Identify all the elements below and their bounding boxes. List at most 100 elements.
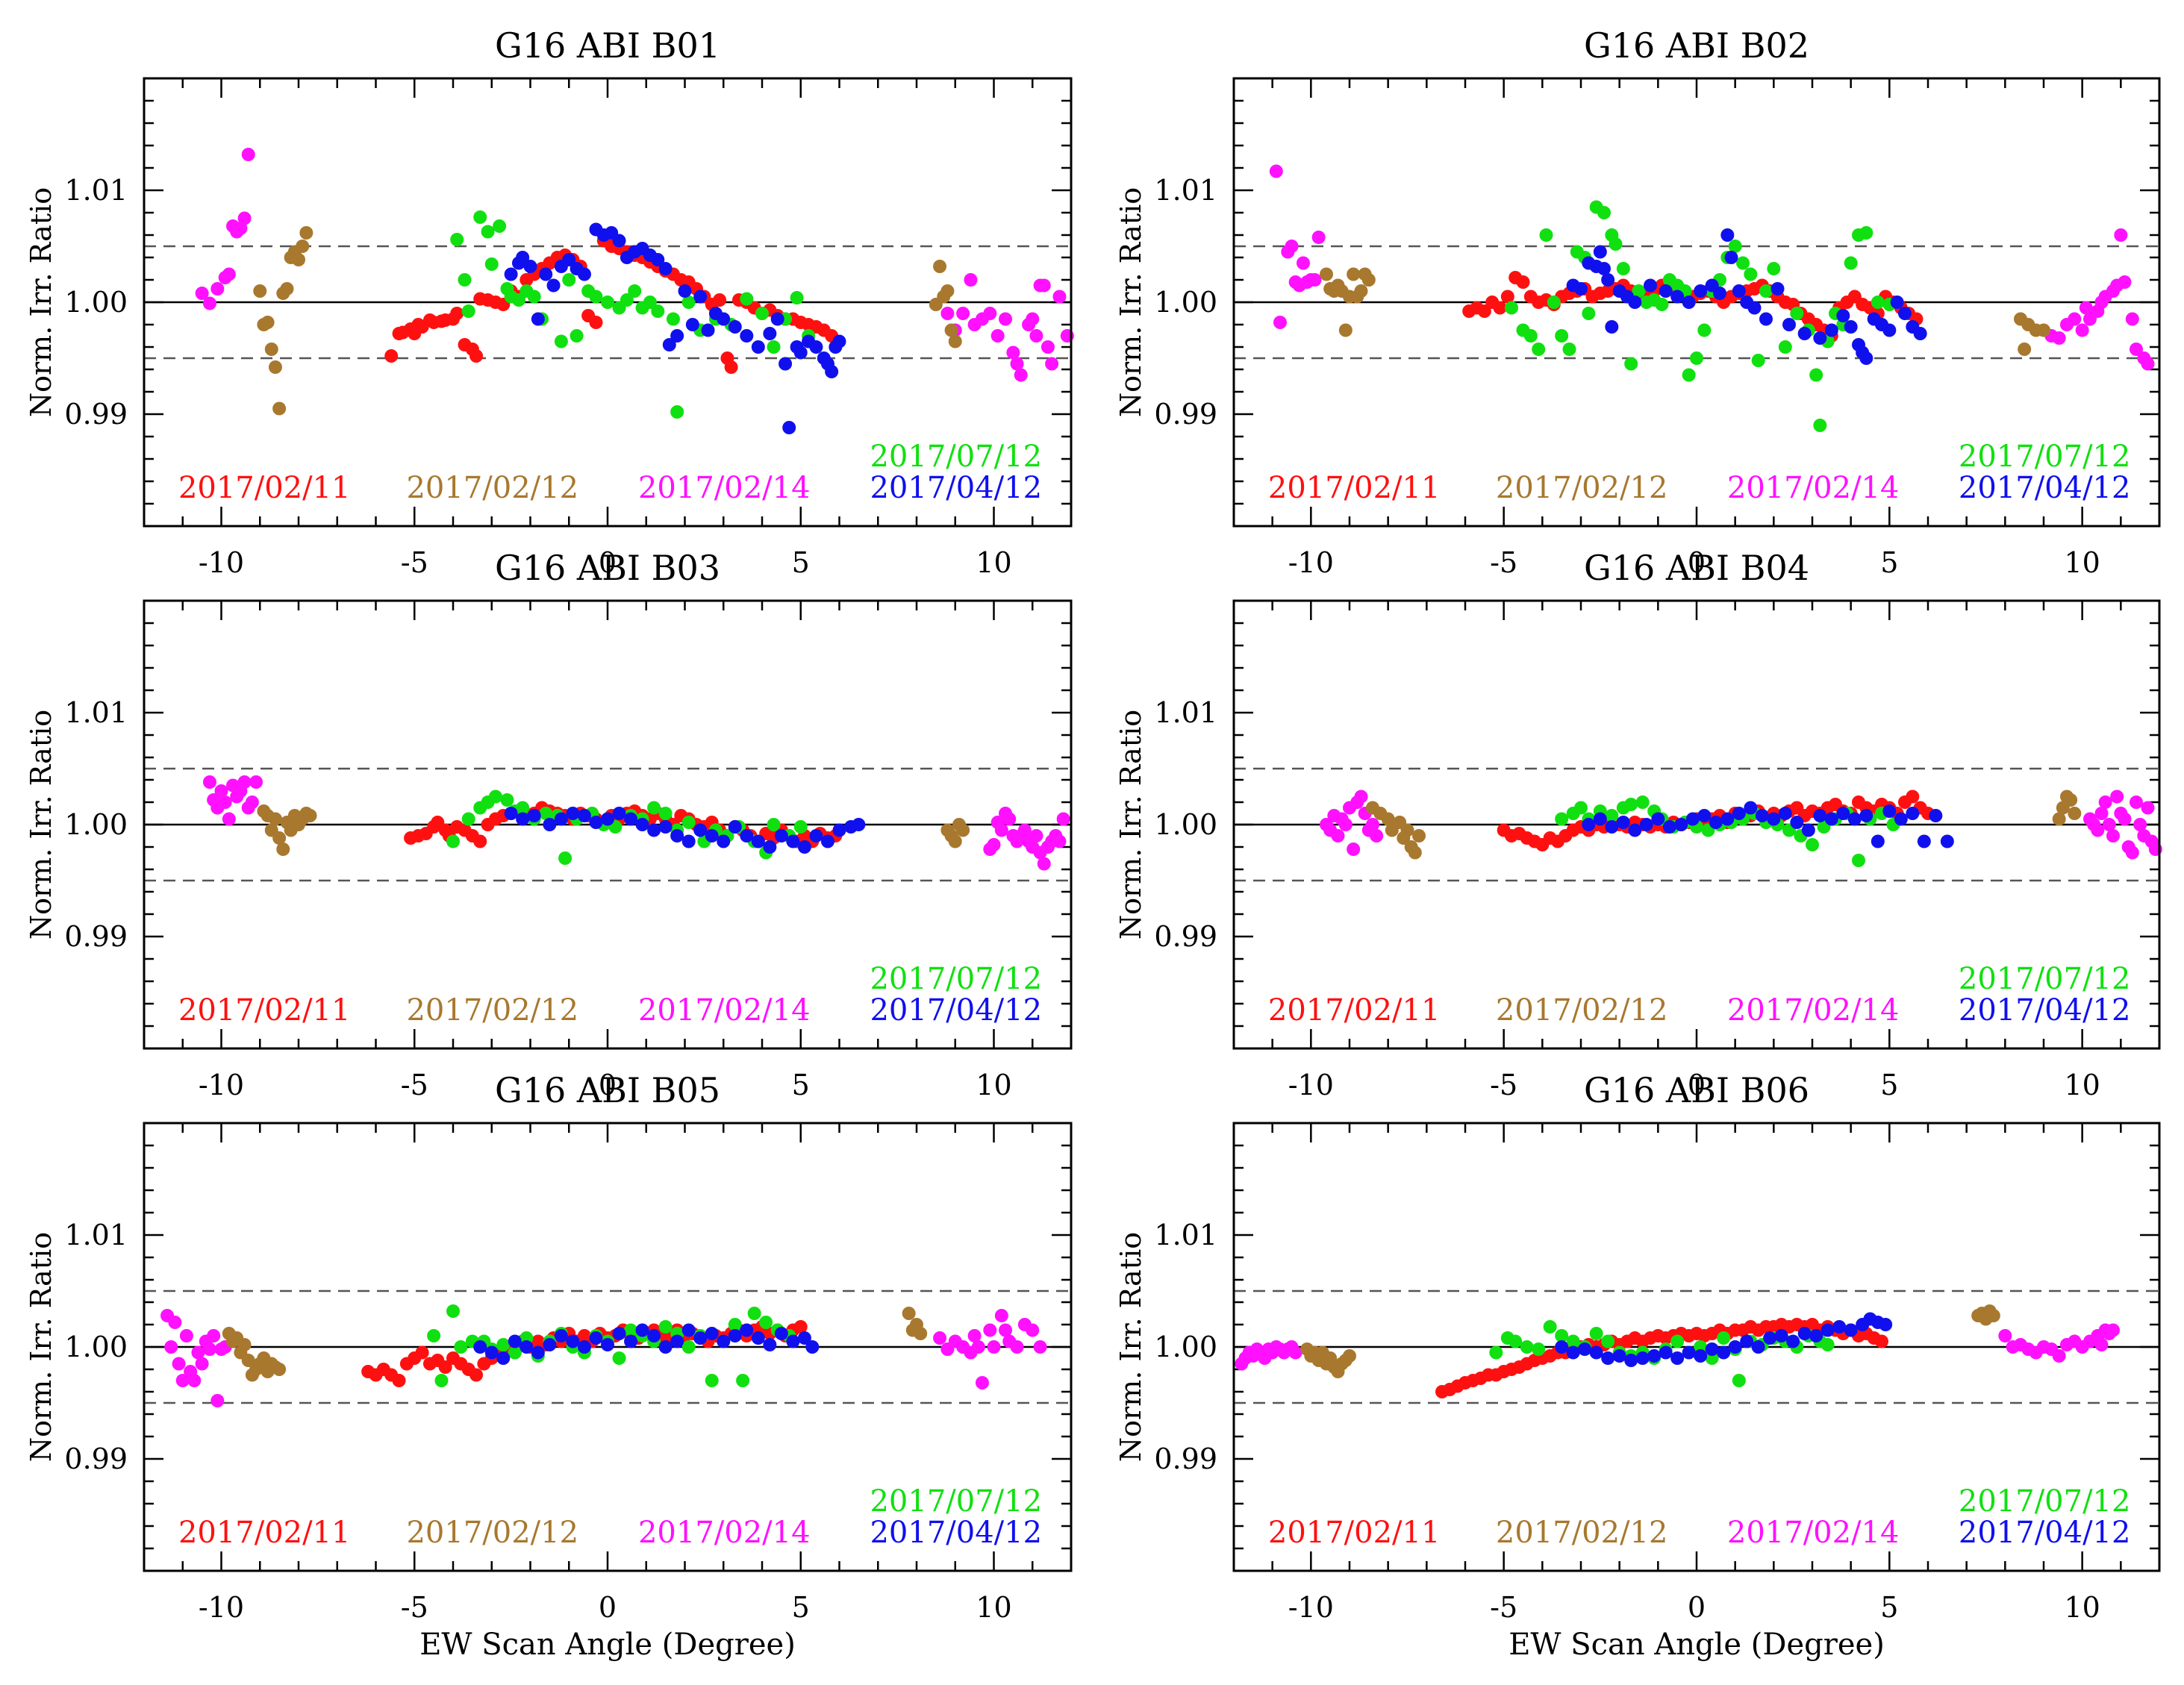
data-point xyxy=(670,405,684,419)
legend-label: 2017/02/14 xyxy=(638,993,811,1028)
plot-frame xyxy=(1232,599,2161,1050)
data-point xyxy=(427,1329,441,1342)
data-point xyxy=(2133,818,2147,831)
x-tick-label: -10 xyxy=(199,1591,244,1624)
panel-4: G16 ABI B04 Norm. Irr. Ratio 1.01 1.00 0.99 -… xyxy=(1114,548,2162,1101)
data-point xyxy=(1273,316,1287,329)
data-point xyxy=(546,278,561,293)
x-tick-label: -5 xyxy=(1490,546,1517,579)
data-point xyxy=(268,812,282,826)
data-point xyxy=(195,287,209,300)
data-point xyxy=(237,1338,252,1351)
data-point xyxy=(1685,812,1700,826)
data-point xyxy=(774,1327,788,1340)
data-point xyxy=(1747,301,1762,315)
data-point xyxy=(1635,795,1650,809)
data-point xyxy=(237,775,252,789)
data-point xyxy=(446,1304,460,1318)
data-point xyxy=(1767,262,1781,275)
data-point xyxy=(222,267,236,281)
data-point xyxy=(1859,226,1873,240)
x-tick-label: 10 xyxy=(2064,1069,2100,1101)
data-point xyxy=(1713,287,1726,300)
data-point xyxy=(1913,327,1927,340)
data-point xyxy=(967,1329,982,1342)
data-point xyxy=(944,323,958,337)
y-tick-label: 1.01 xyxy=(1154,1219,1217,1251)
data-point xyxy=(1616,262,1630,275)
data-point xyxy=(214,784,228,798)
data-point xyxy=(461,812,475,826)
data-point xyxy=(1751,1340,1765,1354)
data-point xyxy=(805,1340,820,1354)
data-point xyxy=(1732,807,1746,820)
plot-frame xyxy=(1232,1122,2161,1572)
data-point xyxy=(736,1374,750,1387)
data-point xyxy=(245,795,259,809)
data-point xyxy=(809,829,823,842)
data-point xyxy=(601,812,614,826)
data-point xyxy=(1370,829,1384,842)
data-point xyxy=(1017,823,1032,837)
data-point xyxy=(948,334,962,348)
data-point xyxy=(280,282,294,296)
data-point xyxy=(1014,368,1028,382)
data-point xyxy=(2052,1349,2066,1363)
x-tick-label: -10 xyxy=(1288,1069,1334,1101)
data-point xyxy=(1744,801,1758,815)
data-point xyxy=(1709,816,1723,829)
panel-1: G16 ABI B01 Norm. Irr. Ratio 1.01 1.00 0.99 -… xyxy=(25,25,1074,579)
data-point xyxy=(1555,1329,1569,1342)
data-point xyxy=(693,823,708,837)
panel-title: G16 ABI B02 xyxy=(1584,25,1809,66)
data-point xyxy=(1589,1345,1603,1360)
data-point xyxy=(1285,240,1299,253)
data-point xyxy=(624,1323,638,1337)
data-point xyxy=(577,1340,591,1354)
data-point xyxy=(651,253,665,266)
data-point xyxy=(2068,312,2082,326)
data-point xyxy=(763,1338,777,1351)
data-point xyxy=(1732,284,1746,298)
data-point xyxy=(1751,354,1765,367)
data-point xyxy=(797,1331,811,1345)
data-point xyxy=(268,360,282,374)
data-point xyxy=(292,253,305,266)
legend-label: 2017/04/12 xyxy=(870,1516,1042,1550)
data-point xyxy=(589,316,603,329)
y-axis-label: Norm. Irr. Ratio xyxy=(25,187,57,417)
legend-label: 2017/04/12 xyxy=(870,993,1042,1028)
data-point xyxy=(1670,1351,1685,1365)
data-point xyxy=(1010,357,1024,371)
data-point xyxy=(740,829,754,842)
y-axis-label: Norm. Irr. Ratio xyxy=(25,710,57,940)
data-point xyxy=(612,1327,626,1340)
data-point xyxy=(1029,829,1043,842)
data-point xyxy=(681,834,696,848)
data-point xyxy=(554,334,568,348)
data-point xyxy=(763,840,777,854)
series-2017/02/12 xyxy=(253,226,962,416)
data-point xyxy=(1844,1323,1858,1337)
data-point xyxy=(658,807,673,820)
x-tick-label: 5 xyxy=(1880,1591,1898,1624)
data-point xyxy=(1659,1345,1673,1360)
data-point xyxy=(728,1329,742,1342)
data-point xyxy=(1852,854,1865,867)
data-point xyxy=(948,834,962,848)
data-point xyxy=(1628,823,1642,837)
data-point xyxy=(994,1309,1008,1322)
data-point xyxy=(175,1374,190,1387)
panel-3: G16 ABI B03 Norm. Irr. Ratio 1.01 1.00 0.99 -… xyxy=(25,548,1073,1101)
series-2017/04/12 xyxy=(1555,1312,1893,1367)
data-point xyxy=(1026,312,1040,326)
data-point xyxy=(303,809,317,822)
data-point xyxy=(662,338,676,351)
x-tick-label: 0 xyxy=(599,1591,617,1624)
data-point xyxy=(987,838,1001,851)
series-2017/02/12 xyxy=(1320,267,2050,356)
series-2017/07/12 xyxy=(1505,200,1897,432)
data-point xyxy=(964,273,978,287)
data-point xyxy=(566,1334,580,1348)
